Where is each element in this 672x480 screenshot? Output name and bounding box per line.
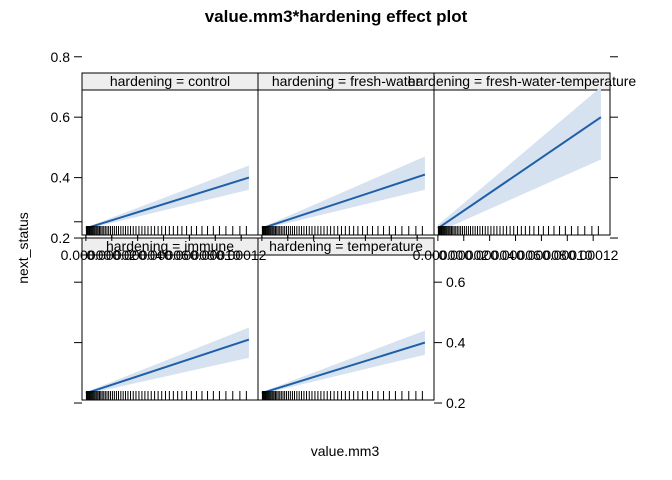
x-tick-label: 0.00004 <box>112 247 163 263</box>
x-tick-label: 0.00002 <box>438 247 489 263</box>
confidence-band <box>85 327 249 395</box>
fit-line <box>85 338 250 395</box>
x-tick-label: 0.00004 <box>464 247 515 263</box>
y-tick-label: 0.6 <box>446 274 466 290</box>
x-tick-label: 0.00012 <box>216 247 267 263</box>
panel-0: hardening = immune <box>74 221 259 404</box>
x-tick-label: 0.00010 <box>190 247 241 263</box>
x-tick-label: 0.00010 <box>542 247 593 263</box>
x-axis-label: value.mm3 <box>311 443 380 459</box>
x-tick-label: 0.00000 <box>61 247 112 263</box>
fit-line <box>261 341 426 395</box>
confidence-band <box>261 156 425 230</box>
panel-strip-label: hardening = immune <box>106 238 234 254</box>
panel-2: hardening = control 0.000000.000020.00004… <box>51 49 267 263</box>
x-tick-label: 0.00000 <box>413 247 464 263</box>
chart-title: value.mm3*hardening effect plot <box>205 7 468 26</box>
confidence-band <box>437 86 601 232</box>
panel-strip-label: hardening = temperature <box>269 238 423 254</box>
panel-strip-label: hardening = fresh-water <box>272 73 421 89</box>
fit-line <box>85 176 250 230</box>
panel-1: hardening = temperature0.000000.000020.0… <box>237 209 466 411</box>
x-tick-label: 0.00006 <box>490 247 541 263</box>
x-tick-label: 0.00006 <box>138 247 189 263</box>
y-tick-label: 0.2 <box>51 230 71 246</box>
fit-line <box>261 173 426 230</box>
y-axis-label: next_status <box>15 212 31 284</box>
panel-3: hardening = fresh-water <box>257 72 435 241</box>
panel-frame <box>257 254 435 401</box>
panel-strip-label: hardening = control <box>110 73 230 89</box>
y-tick-label: 0.4 <box>446 335 466 351</box>
panel-frame <box>81 254 259 401</box>
fit-line <box>437 116 602 230</box>
y-tick-label: 0.4 <box>51 170 71 186</box>
panel-strip-label: hardening = fresh-water-temperature <box>408 73 637 89</box>
x-tick-label: 0.00008 <box>164 247 215 263</box>
panel-frame <box>257 89 435 236</box>
confidence-band <box>261 330 425 394</box>
confidence-band <box>85 165 249 230</box>
y-tick-label: 0.2 <box>446 395 466 411</box>
y-tick-label: 0.8 <box>51 49 71 65</box>
x-tick-label: 0.00002 <box>86 247 137 263</box>
panel-4: hardening = fresh-water-temperature 0.000… <box>408 56 637 263</box>
x-tick-label: 0.00008 <box>516 247 567 263</box>
x-tick-label: 0.00012 <box>568 247 619 263</box>
panel-frame <box>81 89 259 236</box>
y-tick-label: 0.6 <box>51 109 71 125</box>
